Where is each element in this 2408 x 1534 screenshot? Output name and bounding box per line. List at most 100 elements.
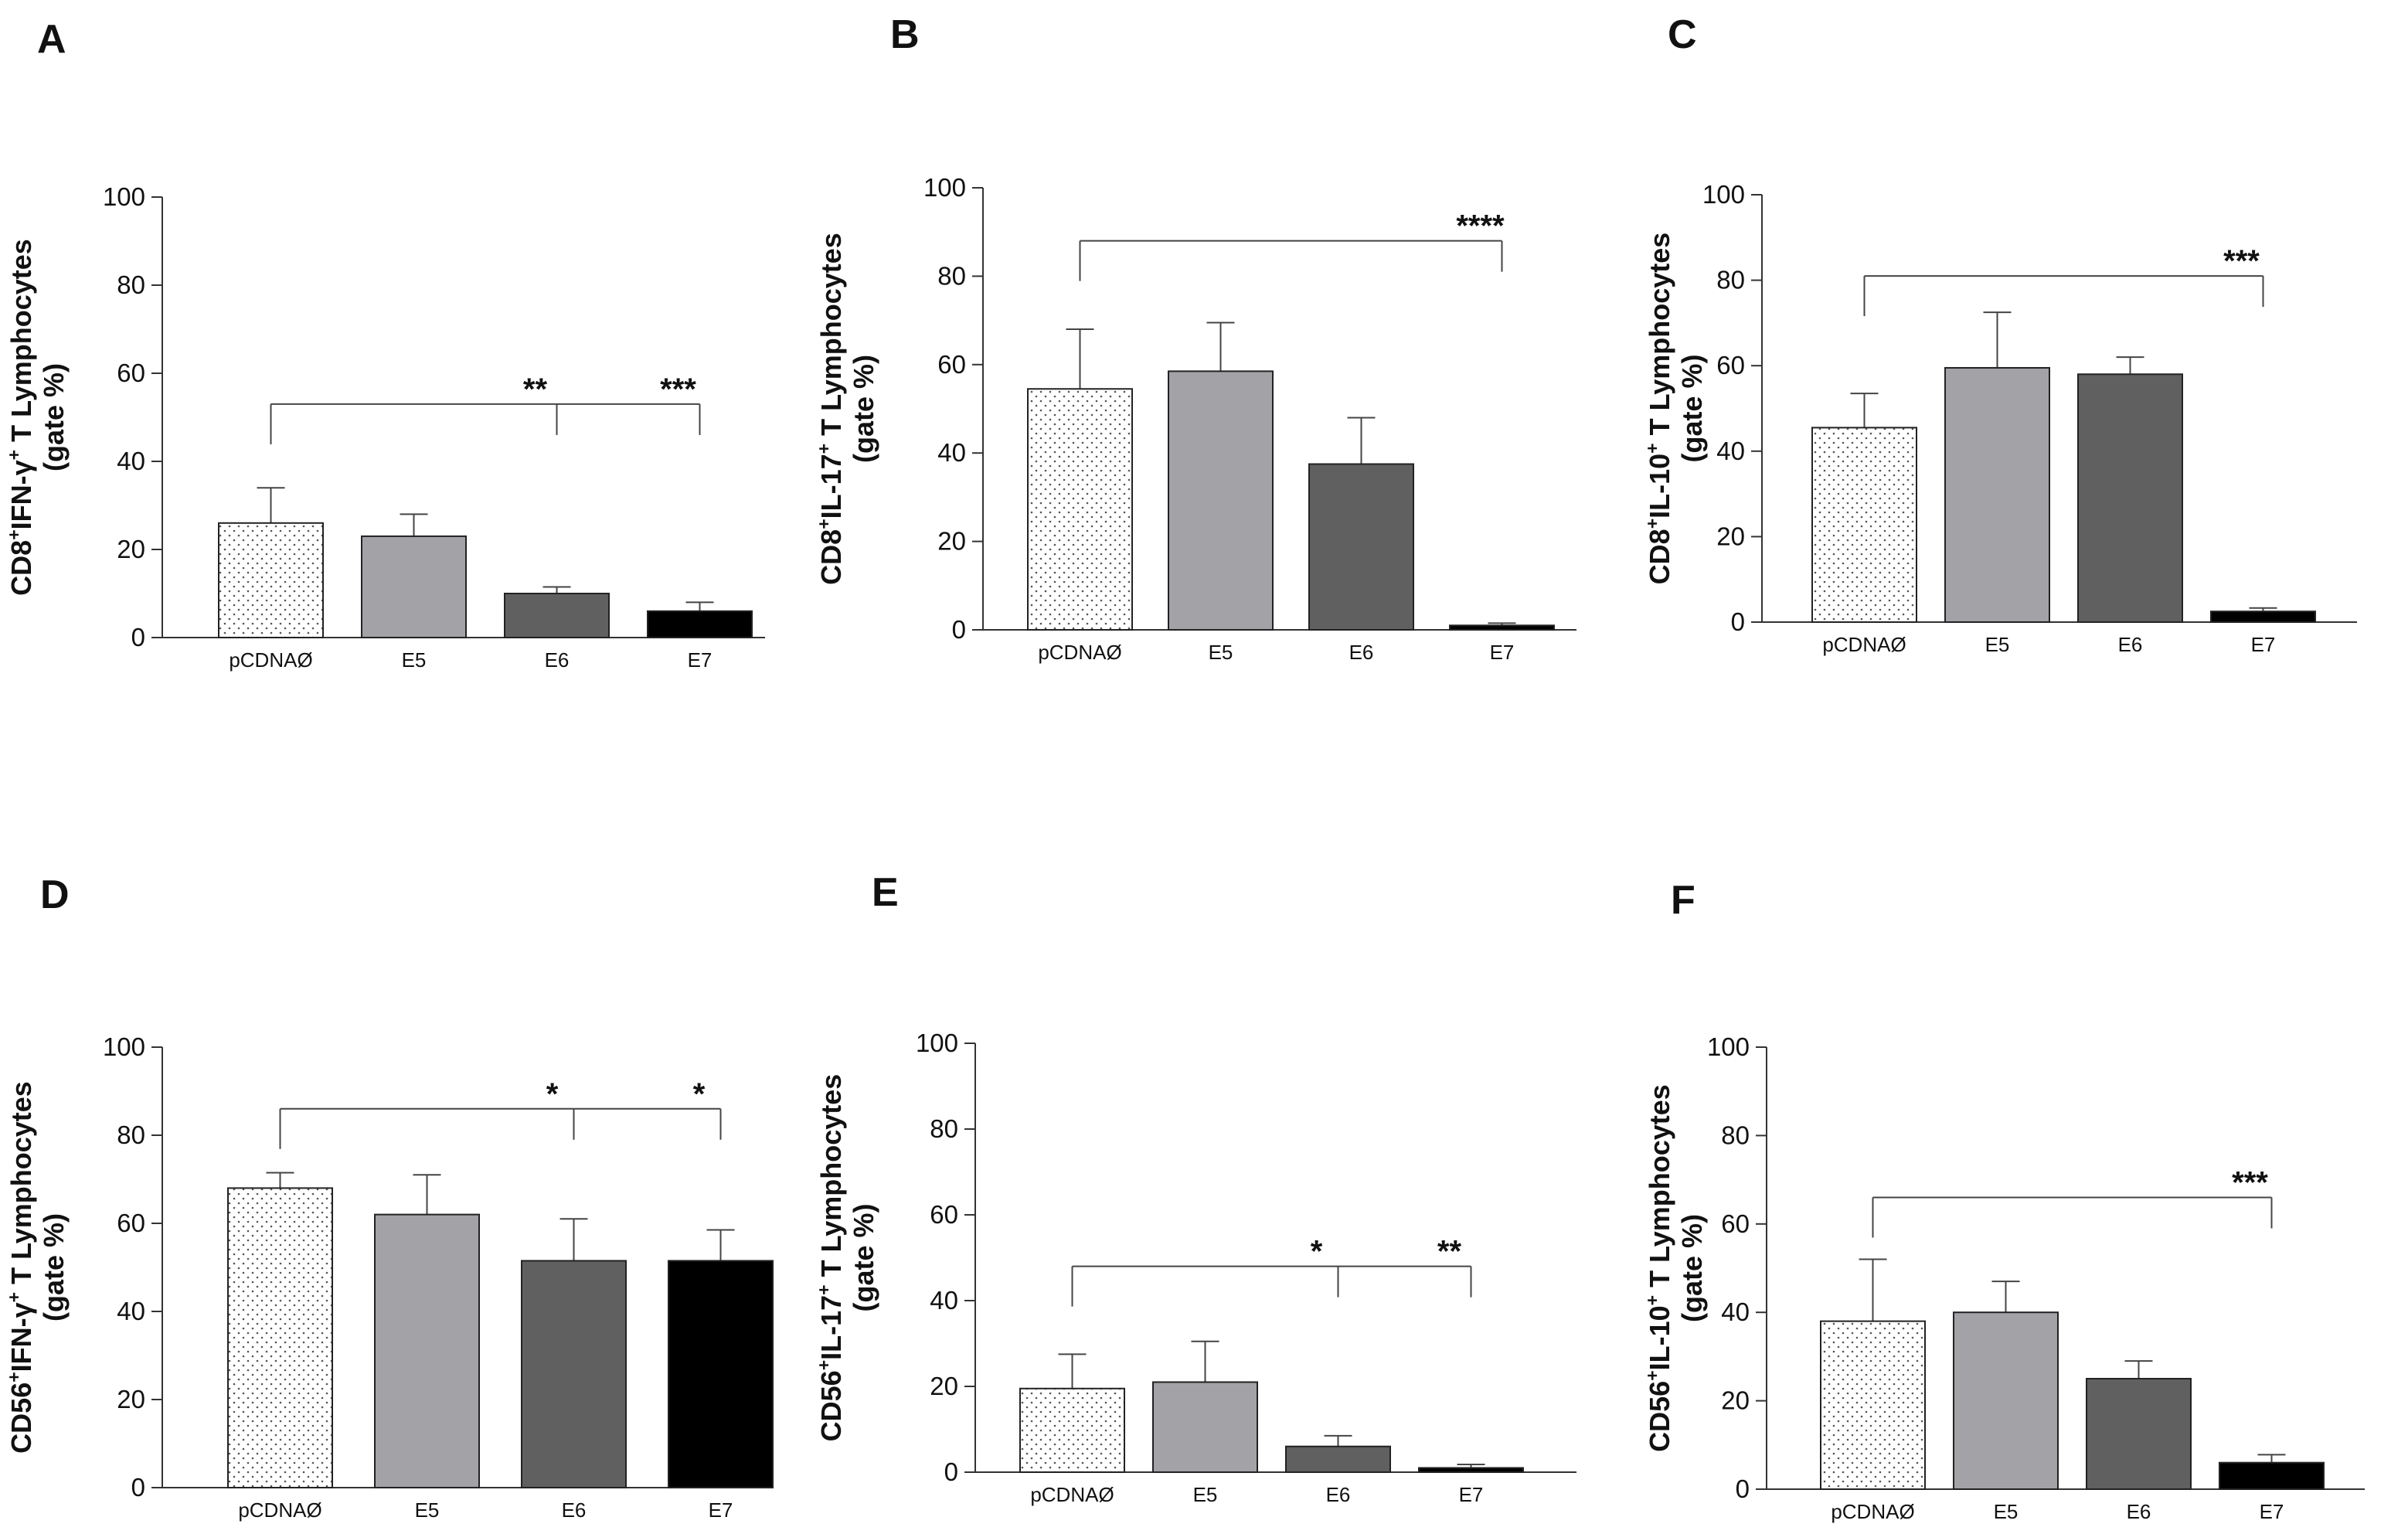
panel-letter-a: A <box>37 17 66 62</box>
bar-e6 <box>2077 373 2183 623</box>
y-axis-label-part: CD56 <box>815 1370 847 1441</box>
y-axis-label-part: CD8 <box>815 529 847 585</box>
y-tick-label: 80 <box>117 1121 145 1149</box>
y-axis-label-part: IL-10 <box>1644 454 1675 519</box>
bar-e7 <box>647 610 753 638</box>
y-axis-label-superscript: + <box>1642 519 1662 529</box>
y-tick-label: 0 <box>1736 1474 1750 1503</box>
y-axis-label-superscript: + <box>4 450 24 460</box>
y-axis-label-units: (gate %) <box>1676 1214 1708 1322</box>
y-tick-label: 20 <box>117 535 145 563</box>
x-tick-label-pcdna: pCDNAØ <box>1822 633 1906 656</box>
x-tick-label-e7: E7 <box>2260 1500 2284 1523</box>
x-tick-label-e6: E6 <box>2127 1500 2151 1523</box>
y-axis-label-part: T Lymphocytes <box>1644 233 1675 444</box>
bar-e6 <box>1308 463 1414 631</box>
y-tick-label: 100 <box>103 1032 145 1061</box>
y-axis-label: CD56+IL-17+ T Lymphocytes <box>814 1074 847 1442</box>
y-axis-label-part: CD56 <box>5 1383 37 1454</box>
y-axis-label-superscript: + <box>814 1284 834 1294</box>
significance-label: *** <box>660 372 696 406</box>
panel-letter-b: B <box>890 12 920 57</box>
y-axis-label-units: (gate %) <box>38 1213 70 1321</box>
bar-e5 <box>1168 370 1274 631</box>
y-axis-label-part: CD8 <box>1644 529 1675 584</box>
x-tick-label-e7: E7 <box>709 1498 733 1522</box>
x-tick-label-e6: E6 <box>1326 1483 1351 1506</box>
y-axis-label-part: T Lymphocytes <box>5 1081 37 1292</box>
bar-e7 <box>1418 1467 1524 1473</box>
y-axis-label-superscript: + <box>814 1360 834 1370</box>
y-axis-label-part: CD56 <box>1644 1381 1675 1452</box>
y-tick-label: 60 <box>930 1200 958 1229</box>
y-tick-label: 0 <box>944 1457 958 1486</box>
significance-label: * <box>693 1077 706 1111</box>
y-tick-label: 60 <box>117 359 145 387</box>
bar-e5 <box>361 535 467 639</box>
y-axis-label-units: (gate %) <box>848 355 879 463</box>
x-tick-label-e7: E7 <box>1459 1483 1484 1506</box>
x-tick-label-e6: E6 <box>562 1498 587 1522</box>
bar-e5 <box>1944 366 2050 623</box>
x-tick-label-e7: E7 <box>2251 633 2276 656</box>
bar-e7 <box>668 1260 774 1488</box>
y-tick-label: 60 <box>117 1209 145 1237</box>
y-tick-label: 0 <box>131 623 145 651</box>
y-tick-label: 80 <box>117 270 145 299</box>
y-axis-label: CD56+IFN-γ+ T Lymphocytes <box>4 1081 37 1454</box>
y-tick-label: 20 <box>1721 1386 1750 1415</box>
x-tick-label-pcdna: pCDNAØ <box>229 648 312 672</box>
bar-e6 <box>2086 1378 2192 1490</box>
y-tick-label: 20 <box>930 1372 958 1400</box>
y-tick-label: 40 <box>1716 437 1745 465</box>
panel-letter-f: F <box>1671 878 1695 923</box>
y-axis-label-units: (gate %) <box>1676 354 1708 462</box>
x-tick-label-e6: E6 <box>2118 633 2143 656</box>
bar-e5 <box>374 1213 480 1488</box>
y-tick-label: 60 <box>1716 351 1745 379</box>
y-axis-label-units: (gate %) <box>848 1203 879 1311</box>
bar-pcdna <box>218 522 324 638</box>
y-axis-label-part: IFN-γ <box>5 460 37 529</box>
y-tick-label: 100 <box>103 182 145 211</box>
y-tick-label: 0 <box>952 615 966 644</box>
x-tick-label-e7: E7 <box>1490 641 1515 664</box>
x-tick-label-e6: E6 <box>1349 641 1374 664</box>
y-tick-label: 80 <box>930 1114 958 1143</box>
x-tick-label-e5: E5 <box>415 1498 440 1522</box>
bar-pcdna <box>1811 427 1917 624</box>
y-tick-label: 60 <box>1721 1209 1750 1238</box>
y-tick-label: 100 <box>1702 180 1745 209</box>
y-axis-label: CD8+IFN-γ+ T Lymphocytes <box>4 239 37 596</box>
panel-letter-d: D <box>40 872 70 917</box>
significance-label: ** <box>523 372 548 406</box>
x-tick-label-pcdna: pCDNAØ <box>1831 1500 1914 1523</box>
panel-letter-e: E <box>872 870 899 915</box>
y-axis-label-part: IL-17 <box>815 454 847 519</box>
y-tick-label: 60 <box>937 350 966 379</box>
y-axis-label-part: T Lymphocytes <box>815 233 847 444</box>
x-tick-label-pcdna: pCDNAØ <box>1030 1483 1114 1506</box>
y-tick-label: 100 <box>1707 1032 1750 1061</box>
x-tick-label-e5: E5 <box>402 648 427 672</box>
x-tick-label-e6: E6 <box>545 648 570 672</box>
y-axis-label-superscript: + <box>814 444 834 454</box>
bar-pcdna <box>1027 388 1133 631</box>
y-axis-label: CD56+IL-10+ T Lymphocytes <box>1642 1084 1675 1452</box>
y-axis-label-part: IL-17 <box>815 1295 847 1360</box>
y-axis-label-superscript: + <box>1642 1370 1662 1380</box>
y-axis-label-superscript: + <box>4 1372 24 1382</box>
y-axis-label-superscript: + <box>4 1292 24 1302</box>
y-tick-label: 40 <box>930 1286 958 1315</box>
x-tick-label-e5: E5 <box>1193 1483 1218 1506</box>
bar-pcdna <box>227 1187 333 1489</box>
bar-pcdna <box>1019 1387 1125 1474</box>
x-tick-label-e5: E5 <box>1985 633 2010 656</box>
y-tick-label: 0 <box>131 1473 145 1502</box>
